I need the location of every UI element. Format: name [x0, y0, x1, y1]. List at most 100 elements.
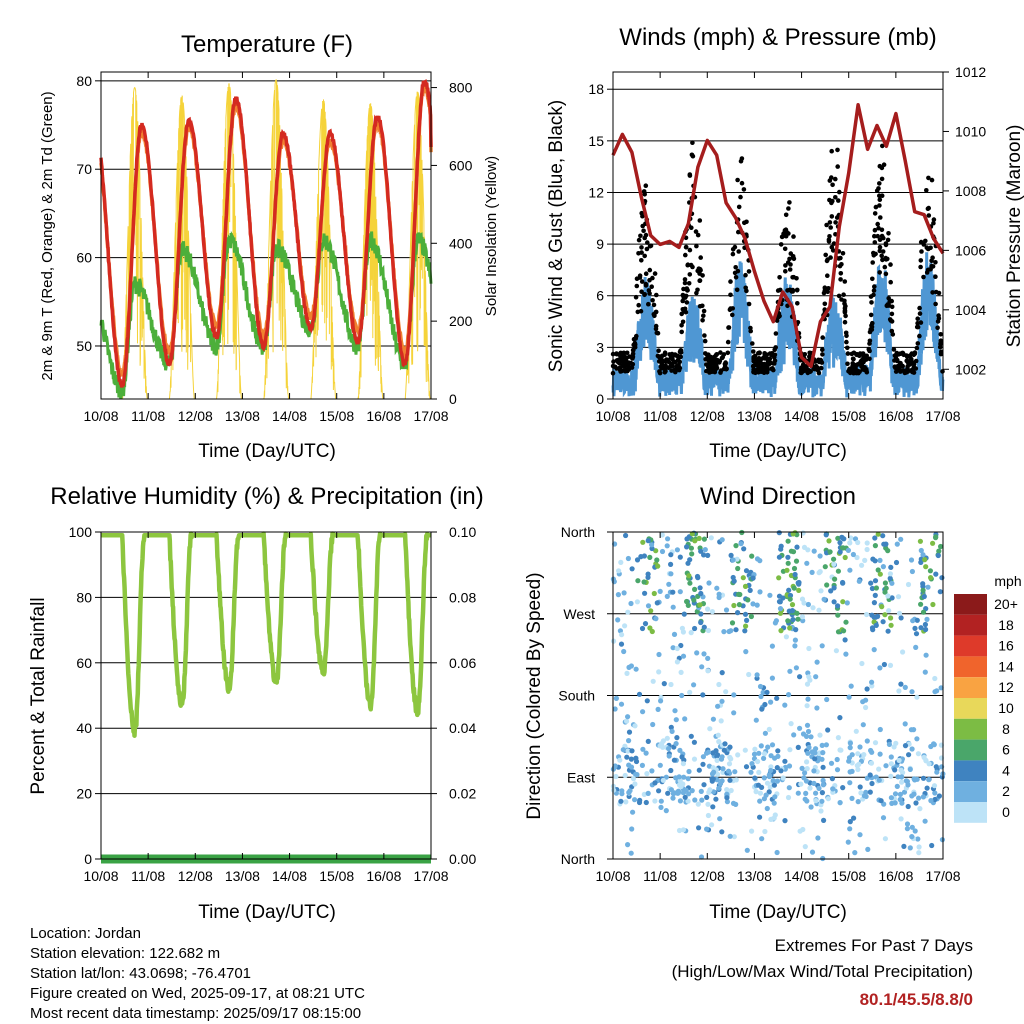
direction-point: [909, 824, 915, 830]
direction-point: [776, 554, 783, 560]
direction-point: [880, 564, 887, 570]
direction-point: [744, 617, 750, 624]
gust-point: [687, 247, 693, 253]
direction-point: [833, 648, 840, 654]
direction-point: [757, 589, 763, 595]
direction-point: [797, 725, 803, 731]
winds-ylabel: Sonic Wind & Gust (Blue, Black): [546, 100, 567, 372]
direction-point: [696, 767, 702, 773]
direction-point: [791, 585, 797, 591]
direction-point: [752, 746, 758, 752]
gust-point: [730, 247, 736, 252]
direction-point: [809, 849, 816, 855]
direction-point: [882, 836, 889, 842]
gust-point: [929, 177, 935, 183]
gust-point: [839, 297, 844, 302]
direction-point: [771, 800, 777, 806]
gust-point: [933, 260, 938, 265]
gust-point: [657, 370, 663, 376]
direction-point: [863, 697, 869, 703]
gust-point: [879, 193, 885, 198]
direction-point: [843, 651, 849, 657]
direction-point: [805, 728, 812, 735]
gust-point: [869, 323, 874, 328]
gust-point: [682, 306, 688, 312]
gust-point: [833, 220, 838, 225]
direction-point: [728, 787, 734, 794]
temperature-ylabel: 2m & 9m T (Red, Orange) & 2m Td (Green): [39, 91, 56, 380]
precip-ytick-label: 0.04: [449, 720, 476, 736]
direction-point: [888, 795, 895, 801]
direction-point: [663, 808, 669, 814]
gust-point: [684, 300, 690, 305]
gust-point: [911, 352, 917, 358]
gust-point: [730, 251, 736, 257]
direction-point: [882, 612, 888, 618]
gust-point: [730, 312, 735, 318]
direction-point: [768, 764, 774, 770]
gust-point: [620, 354, 625, 360]
direction-point: [731, 602, 737, 609]
direction-point: [834, 756, 840, 763]
gust-point: [931, 220, 936, 226]
direction-point: [804, 681, 811, 687]
gust-point: [684, 286, 690, 291]
direction-point: [819, 790, 826, 796]
gust-point: [822, 301, 828, 307]
direction-point: [835, 735, 842, 741]
speed-legend-swatch: [954, 739, 987, 761]
gust-point: [790, 289, 795, 294]
precip-ytick-label: 0.02: [449, 786, 476, 802]
gust-point: [828, 255, 833, 260]
wind-series-line: [611, 252, 945, 398]
direction-point: [905, 782, 911, 788]
direction-point: [939, 837, 946, 843]
direction-point: [848, 535, 854, 541]
direction-point: [626, 738, 632, 744]
gust-point: [787, 200, 792, 205]
direction-point: [726, 768, 732, 774]
direction-point: [915, 836, 921, 842]
direction-point: [774, 695, 780, 701]
direction-point: [749, 553, 755, 559]
gust-point: [641, 189, 647, 194]
gust-point: [896, 352, 901, 357]
gust-point: [872, 211, 878, 216]
direction-point: [697, 602, 703, 608]
direction-point: [752, 775, 758, 781]
humidity-title: Relative Humidity (%) & Precipitation (i…: [50, 483, 483, 510]
direction-point: [934, 688, 940, 694]
dir-xtick-label: 15/08: [831, 868, 866, 884]
direction-point: [636, 691, 643, 697]
direction-point: [714, 757, 720, 764]
rh-xtick-label: 16/08: [366, 868, 401, 884]
gust-point: [718, 350, 723, 355]
gust-point: [783, 212, 789, 218]
direction-point: [625, 714, 631, 720]
pressure-ytick-label: 1004: [955, 302, 986, 318]
direction-point: [864, 611, 870, 618]
direction-point: [649, 628, 655, 635]
gust-point: [823, 252, 828, 258]
direction-ylabel: Direction (Colored By Speed): [524, 572, 545, 819]
humidity-plot-area: [99, 531, 433, 864]
direction-point: [644, 698, 650, 704]
speed-legend-label: 18: [998, 617, 1014, 633]
direction-point: [726, 761, 733, 767]
direction-point: [668, 724, 674, 731]
direction-point: [856, 761, 862, 767]
gust-point: [756, 370, 761, 375]
direction-point: [671, 631, 678, 638]
gust-point: [871, 250, 876, 256]
direction-point: [769, 643, 776, 649]
direction-point: [803, 778, 810, 784]
pressure-ytick-label: 1002: [955, 361, 986, 377]
direction-point: [875, 531, 881, 537]
direction-point: [787, 668, 793, 674]
direction-point: [898, 767, 904, 773]
direction-point: [879, 604, 885, 610]
gust-point: [697, 304, 703, 309]
direction-point: [686, 573, 692, 579]
direction-point: [788, 548, 795, 554]
direction-point: [886, 608, 892, 614]
